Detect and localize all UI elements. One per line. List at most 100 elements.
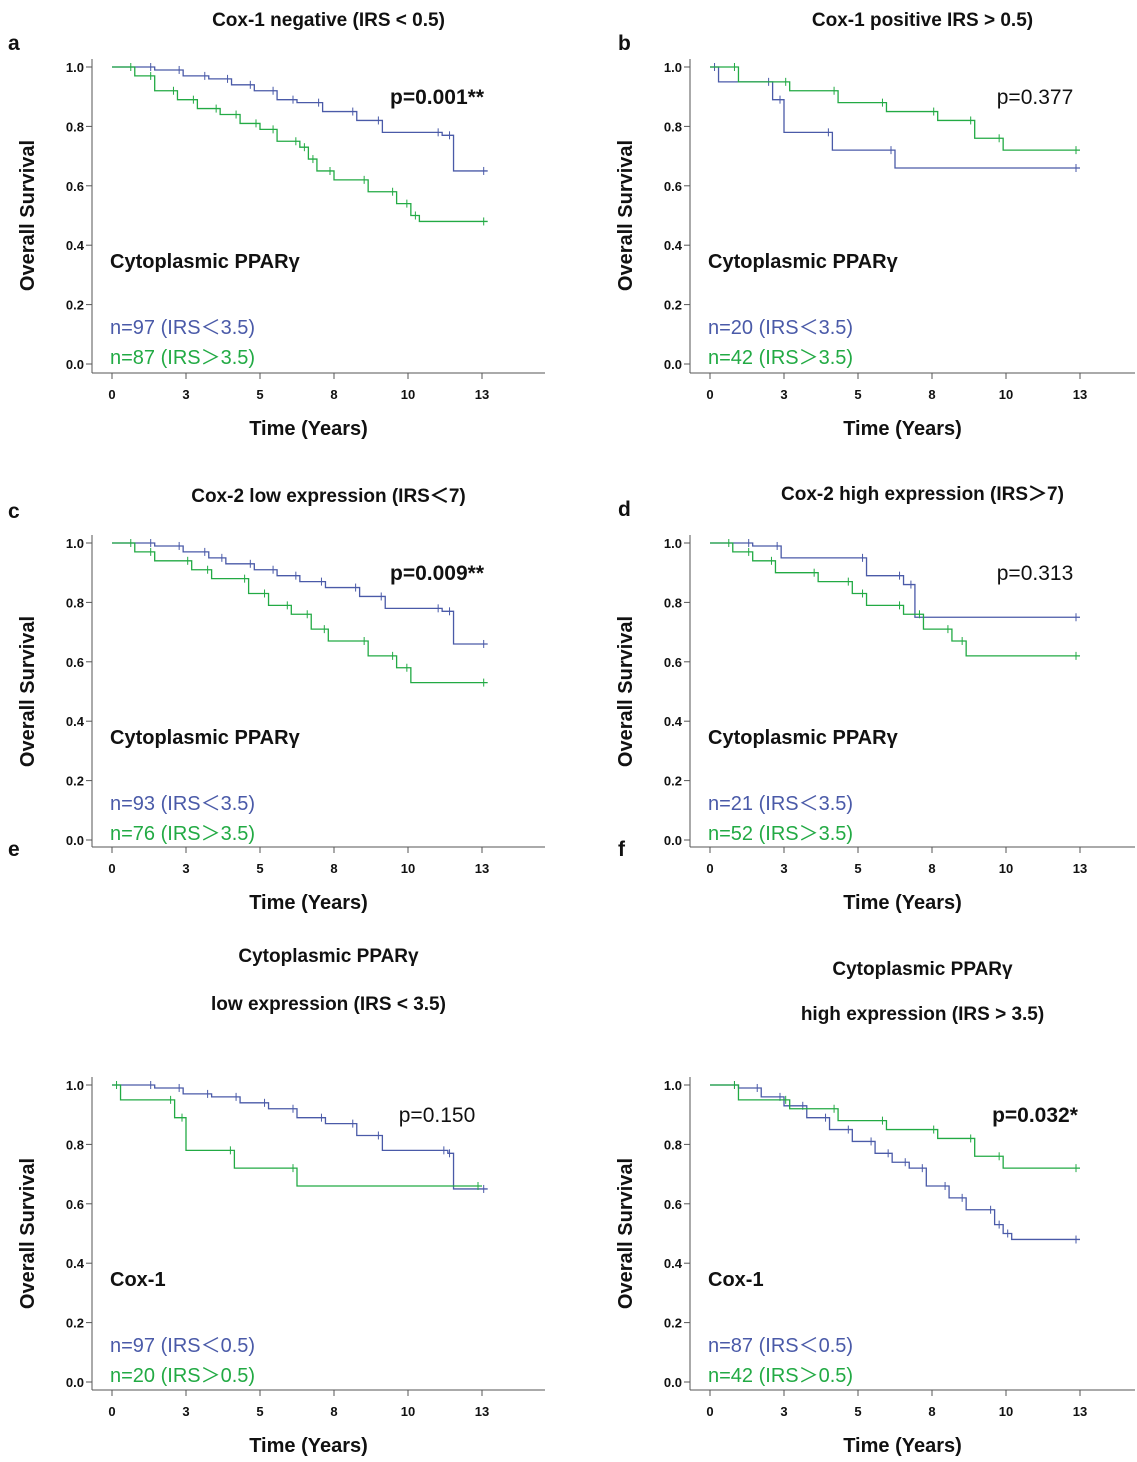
chart-title: low expression (IRS < 3.5) <box>211 994 446 1015</box>
survival-curve-high <box>112 1084 482 1187</box>
y-tick-label: 1.0 <box>664 60 682 75</box>
x-tick-label: 0 <box>706 387 713 402</box>
survival-curve-high <box>710 66 1080 151</box>
y-tick-label: 0.8 <box>66 119 84 134</box>
x-tick-label: 8 <box>330 1404 337 1419</box>
y-tick-label: 0.2 <box>664 1316 682 1331</box>
x-tick-label: 13 <box>475 387 489 402</box>
y-tick-label: 0.6 <box>66 1197 84 1212</box>
y-tick-label: 0.8 <box>664 595 682 610</box>
x-tick-label: 8 <box>928 1404 935 1419</box>
x-axis-label: Time (Years) <box>843 1435 962 1457</box>
p-value-label: p=0.032* <box>992 1104 1079 1127</box>
survival-curve-low <box>112 542 488 645</box>
survival-curve-low <box>710 542 1080 618</box>
legend-entry: n=97 (IRS＜0.5) <box>110 1335 255 1357</box>
group-label: Cytoplasmic PPARγ <box>708 251 899 273</box>
y-tick-label: 1.0 <box>664 1078 682 1093</box>
chart-title: high expression (IRS > 3.5) <box>801 1004 1044 1025</box>
chart-title: Cytoplasmic PPARγ <box>238 946 419 967</box>
panel-letter: f <box>618 838 626 861</box>
x-tick-label: 5 <box>256 861 263 876</box>
y-tick-label: 0.8 <box>66 1137 84 1152</box>
y-axis-label: Overall Survival <box>615 616 637 767</box>
x-axis-label: Time (Years) <box>249 418 368 440</box>
chart-title: Cytoplasmic PPARγ <box>832 959 1013 980</box>
panel-letter: d <box>618 498 631 521</box>
x-tick-label: 13 <box>1073 387 1087 402</box>
km-panel-c: c Cox-2 low expression (IRS＜7) 0.0 0.2 0.4 0.… <box>8 486 545 914</box>
y-tick-label: 0.4 <box>66 238 85 253</box>
y-tick-label: 0.4 <box>664 1256 683 1271</box>
legend-entry: n=97 (IRS＜3.5) <box>110 317 255 339</box>
chart-title: Cox-1 negative (IRS < 0.5) <box>212 10 445 31</box>
legend-entry: n=20 (IRS＞0.5) <box>110 1365 255 1387</box>
survival-curve-high <box>112 542 488 684</box>
y-tick-label: 0.6 <box>66 179 84 194</box>
survival-curve-high <box>710 1084 1080 1169</box>
y-tick-label: 0.8 <box>664 119 682 134</box>
y-tick-label: 0.2 <box>664 774 682 789</box>
x-tick-label: 5 <box>854 861 861 876</box>
y-tick-label: 0.6 <box>664 655 682 670</box>
y-axis-label: Overall Survival <box>17 140 39 291</box>
y-tick-label: 0.6 <box>664 179 682 194</box>
y-tick-label: 0.6 <box>664 1197 682 1212</box>
group-label: Cytoplasmic PPARγ <box>708 727 899 749</box>
y-tick-label: 1.0 <box>66 1078 84 1093</box>
x-tick-label: 5 <box>854 387 861 402</box>
x-tick-label: 8 <box>928 387 935 402</box>
survival-curve-high <box>112 66 488 223</box>
legend-entry: n=76 (IRS＞3.5) <box>110 823 255 845</box>
x-axis-label: Time (Years) <box>249 1435 368 1457</box>
x-tick-label: 8 <box>330 861 337 876</box>
y-axis-label: Overall Survival <box>615 1158 637 1309</box>
survival-curve-high <box>710 542 1080 657</box>
x-tick-label: 8 <box>330 387 337 402</box>
legend-entry: n=42 (IRS＞3.5) <box>708 347 853 369</box>
p-value-label: p=0.377 <box>997 86 1074 109</box>
y-axis-label: Overall Survival <box>17 1158 39 1309</box>
y-tick-label: 0.0 <box>664 357 682 372</box>
x-tick-label: 3 <box>182 387 189 402</box>
p-value-label: p=0.150 <box>399 1104 476 1127</box>
y-tick-label: 0.0 <box>664 1375 682 1390</box>
km-panel-d: d Cox-2 high expression (IRS＞7) 0.0 0.2 0.4 0… <box>615 484 1135 914</box>
y-tick-label: 1.0 <box>66 60 84 75</box>
legend-entry: n=20 (IRS＜3.5) <box>708 317 853 339</box>
x-tick-label: 10 <box>999 861 1013 876</box>
x-tick-label: 3 <box>780 1404 787 1419</box>
x-tick-label: 3 <box>780 387 787 402</box>
p-value-label: p=0.313 <box>997 562 1074 585</box>
survival-curve-low <box>710 66 1080 169</box>
x-tick-label: 13 <box>1073 861 1087 876</box>
x-tick-label: 0 <box>706 1404 713 1419</box>
x-tick-label: 10 <box>999 387 1013 402</box>
legend-entry: n=42 (IRS＞0.5) <box>708 1365 853 1387</box>
km-panel-e: e Cytoplasmic PPARγ low expression (IRS < … <box>8 838 545 1457</box>
y-tick-label: 0.0 <box>66 833 84 848</box>
x-tick-label: 5 <box>256 387 263 402</box>
x-tick-label: 3 <box>182 861 189 876</box>
y-tick-label: 0.4 <box>664 714 683 729</box>
panel-letter: c <box>8 500 20 523</box>
x-tick-label: 3 <box>182 1404 189 1419</box>
legend-entry: n=21 (IRS＜3.5) <box>708 793 853 815</box>
x-tick-label: 10 <box>999 1404 1013 1419</box>
y-tick-label: 1.0 <box>664 536 682 551</box>
survival-curve-low <box>710 1084 1080 1241</box>
km-panel-b: b Cox-1 positive IRS > 0.5) 0.0 0.2 0.4 0.6 0.… <box>615 10 1135 440</box>
y-tick-label: 0.4 <box>664 238 683 253</box>
x-axis-label: Time (Years) <box>249 892 368 914</box>
x-tick-label: 3 <box>780 861 787 876</box>
y-tick-label: 0.0 <box>66 1375 84 1390</box>
y-tick-label: 0.4 <box>66 1256 85 1271</box>
y-tick-label: 0.6 <box>66 655 84 670</box>
x-axis-label: Time (Years) <box>843 892 962 914</box>
panel-letter: b <box>618 32 631 55</box>
y-axis-label: Overall Survival <box>615 140 637 291</box>
legend-entry: n=52 (IRS＞3.5) <box>708 823 853 845</box>
x-tick-label: 10 <box>401 861 415 876</box>
y-axis-label: Overall Survival <box>17 616 39 767</box>
